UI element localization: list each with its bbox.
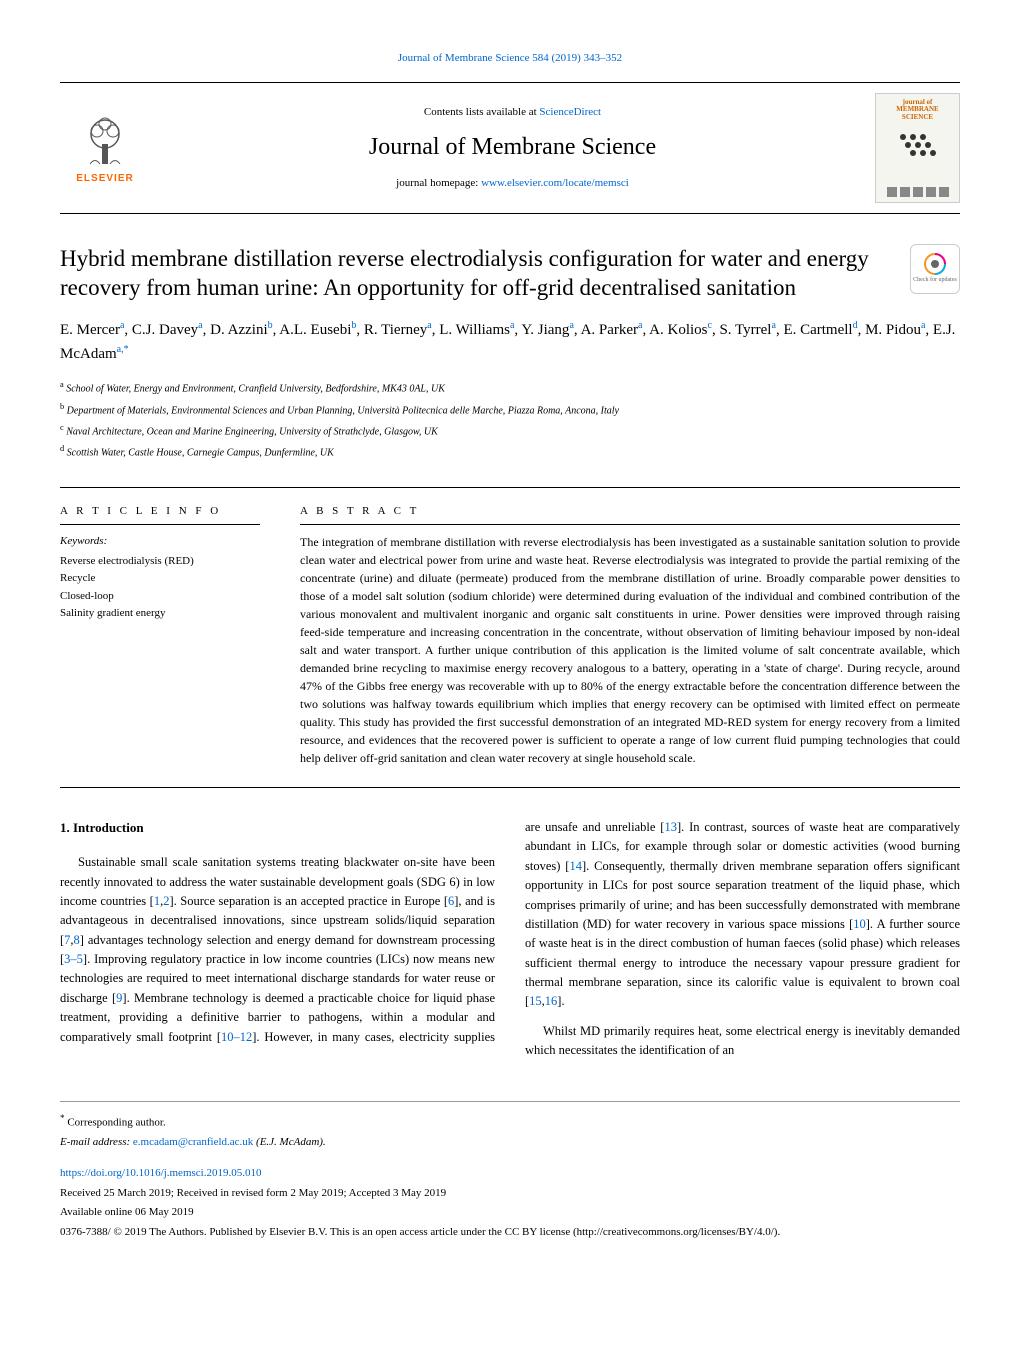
affiliations-list: a School of Water, Energy and Environmen…: [60, 378, 960, 461]
doi-line: https://doi.org/10.1016/j.memsci.2019.05…: [60, 1165, 960, 1182]
keywords-label: Keywords:: [60, 533, 260, 550]
doi-link[interactable]: https://doi.org/10.1016/j.memsci.2019.05…: [60, 1167, 261, 1179]
ref-link[interactable]: 14: [569, 859, 582, 873]
journal-citation[interactable]: Journal of Membrane Science 584 (2019) 3…: [398, 52, 622, 64]
keyword-item: Recycle: [60, 570, 260, 588]
sciencedirect-link[interactable]: ScienceDirect: [539, 106, 601, 118]
elsevier-logo[interactable]: ELSEVIER: [60, 98, 150, 198]
ref-link[interactable]: 10–12: [221, 1030, 252, 1044]
ref-link[interactable]: 1: [154, 894, 160, 908]
ref-link[interactable]: 13: [664, 820, 677, 834]
corresponding-author: * Corresponding author.: [60, 1112, 960, 1131]
keywords-list: Reverse electrodialysis (RED)RecycleClos…: [60, 553, 260, 623]
footer-section: * Corresponding author. E-mail address: …: [60, 1101, 960, 1241]
abstract-heading: A B S T R A C T: [300, 503, 960, 526]
affiliation-item: b Department of Materials, Environmental…: [60, 400, 960, 419]
title-row: Hybrid membrane distillation reverse ele…: [60, 244, 960, 304]
article-info-heading: A R T I C L E I N F O: [60, 503, 260, 526]
authors-list: E. Mercera, C.J. Daveya, D. Azzinib, A.L…: [60, 318, 960, 366]
main-content: 1. Introduction Sustainable small scale …: [60, 818, 960, 1061]
email-link[interactable]: e.mcadam@cranfield.ac.uk: [133, 1136, 253, 1148]
header-center: Contents lists available at ScienceDirec…: [150, 104, 875, 191]
elsevier-tree-icon: [75, 109, 135, 169]
check-updates-badge[interactable]: Check for updates: [910, 244, 960, 294]
available-info: Available online 06 May 2019: [60, 1204, 960, 1221]
cover-title: journal of MEMBRANE SCIENCE: [896, 99, 938, 122]
keyword-item: Salinity gradient energy: [60, 605, 260, 623]
copyright-info: 0376-7388/ © 2019 The Authors. Published…: [60, 1224, 960, 1241]
email-line: E-mail address: e.mcadam@cranfield.ac.uk…: [60, 1134, 960, 1151]
ref-link[interactable]: 2: [163, 894, 169, 908]
ref-link[interactable]: 10: [853, 917, 866, 931]
keyword-item: Closed-loop: [60, 588, 260, 606]
journal-cover-thumbnail[interactable]: journal of MEMBRANE SCIENCE: [875, 93, 960, 203]
check-updates-icon: [923, 252, 947, 276]
ref-link[interactable]: 7: [64, 933, 70, 947]
keyword-item: Reverse electrodialysis (RED): [60, 553, 260, 571]
elsevier-label: ELSEVIER: [76, 171, 133, 186]
received-info: Received 25 March 2019; Received in revi…: [60, 1185, 960, 1202]
journal-citation-link: Journal of Membrane Science 584 (2019) 3…: [60, 50, 960, 67]
divider: [60, 487, 960, 488]
affiliation-item: c Naval Architecture, Ocean and Marine E…: [60, 421, 960, 440]
homepage-link[interactable]: www.elsevier.com/locate/memsci: [481, 177, 629, 189]
section-heading: 1. Introduction: [60, 818, 495, 838]
affiliation-item: a School of Water, Energy and Environmen…: [60, 378, 960, 397]
abstract-text: The integration of membrane distillation…: [300, 533, 960, 767]
info-abstract-row: A R T I C L E I N F O Keywords: Reverse …: [60, 503, 960, 768]
journal-title: Journal of Membrane Science: [150, 129, 875, 165]
abstract-section: A B S T R A C T The integration of membr…: [300, 503, 960, 768]
body-columns: 1. Introduction Sustainable small scale …: [60, 818, 960, 1061]
header-banner: ELSEVIER Contents lists available at Sci…: [60, 82, 960, 214]
cover-icons: [887, 187, 949, 197]
divider: [60, 787, 960, 788]
intro-paragraph-2: Whilst MD primarily requires heat, some …: [525, 1022, 960, 1061]
article-info-section: A R T I C L E I N F O Keywords: Reverse …: [60, 503, 260, 768]
article-title: Hybrid membrane distillation reverse ele…: [60, 244, 890, 304]
ref-link[interactable]: 3–5: [64, 952, 83, 966]
ref-link[interactable]: 15: [529, 994, 542, 1008]
ref-link[interactable]: 6: [448, 894, 454, 908]
homepage-line: journal homepage: www.elsevier.com/locat…: [150, 175, 875, 192]
cover-graphic-icon: [888, 127, 948, 167]
affiliation-item: d Scottish Water, Castle House, Carnegie…: [60, 442, 960, 461]
ref-link[interactable]: 8: [74, 933, 80, 947]
contents-line: Contents lists available at ScienceDirec…: [150, 104, 875, 121]
ref-link[interactable]: 16: [545, 994, 558, 1008]
ref-link[interactable]: 9: [116, 991, 122, 1005]
